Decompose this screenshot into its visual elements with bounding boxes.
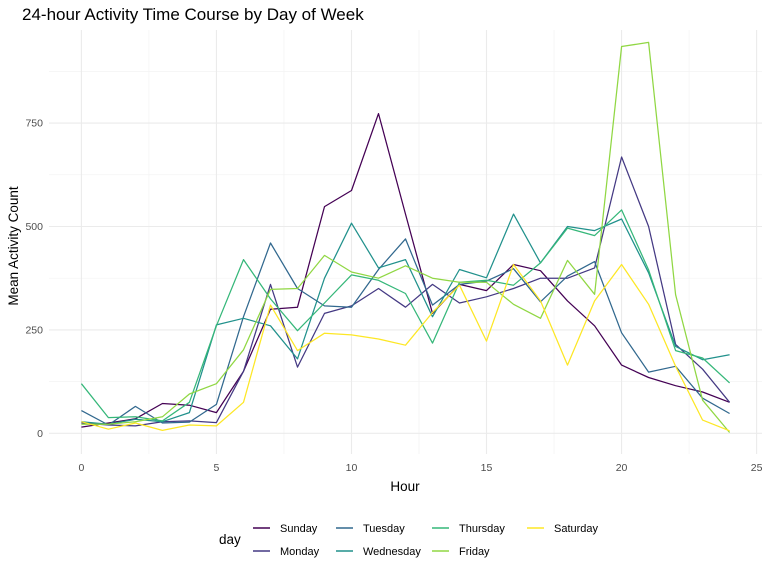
- series-line-thursday: [80, 209, 731, 422]
- y-axis-label: Mean Activity Count: [6, 186, 21, 306]
- legend-label-wednesday: Wednesday: [363, 546, 421, 558]
- legend-label-tuesday: Tuesday: [363, 523, 405, 535]
- x-axis-label: Hour: [390, 479, 420, 494]
- legend-label-monday: Monday: [280, 546, 320, 558]
- x-tick-label: 25: [751, 462, 763, 474]
- y-tick-label: 750: [25, 118, 43, 130]
- legend-label-friday: Friday: [459, 546, 490, 558]
- y-tick-label: 250: [25, 324, 43, 336]
- series-line-saturday: [81, 263, 730, 432]
- x-tick-label: 0: [78, 462, 84, 474]
- x-tick-label: 10: [346, 462, 358, 474]
- x-tick-label: 15: [481, 462, 493, 474]
- series-line-tuesday: [81, 238, 730, 426]
- x-tick-label: 5: [214, 462, 220, 474]
- series-line-wednesday: [81, 213, 730, 425]
- series-line-friday: [81, 41, 731, 433]
- legend-label-sunday: Sunday: [280, 523, 318, 535]
- x-tick-labels: 0 5 10 15 20 25: [78, 462, 762, 474]
- legend-title: day: [219, 532, 241, 547]
- y-tick-labels: 0 250 500 750: [25, 118, 43, 440]
- grid: [49, 30, 762, 454]
- y-tick-label: 0: [37, 428, 43, 440]
- legend-label-thursday: Thursday: [459, 523, 505, 535]
- chart-title: 24-hour Activity Time Course by Day of W…: [22, 5, 364, 24]
- series-line-monday: [81, 156, 731, 427]
- x-tick-label: 20: [616, 462, 628, 474]
- y-tick-label: 500: [25, 221, 43, 233]
- series-lines: [80, 41, 731, 433]
- series-line-sunday: [81, 112, 730, 428]
- legend-label-saturday: Saturday: [554, 523, 599, 535]
- legend: Sunday Monday Tuesday Wednesday Thursday Frid…: [253, 523, 599, 558]
